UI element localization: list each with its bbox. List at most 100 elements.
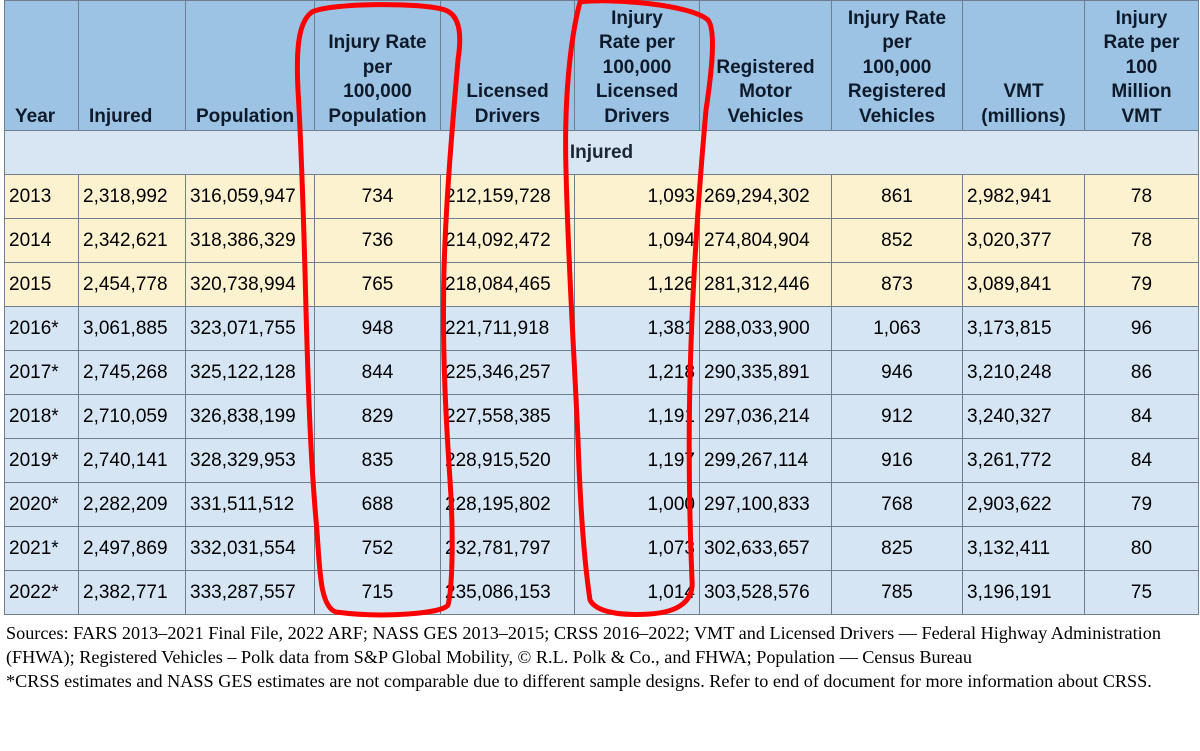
cell-injured: 2,710,059 [78, 394, 186, 439]
cell-year: 2017* [4, 350, 79, 395]
header-line: Drivers [474, 105, 541, 127]
cell-injury-rate-population: 948 [314, 306, 441, 351]
header-line: per [362, 56, 393, 78]
cell-injured: 2,497,869 [78, 526, 186, 571]
cell-registered-vehicles: 281,312,446 [699, 262, 832, 307]
cell-injury-rate-vehicles: 873 [831, 262, 963, 307]
cell-injury-rate-vehicles: 861 [831, 174, 963, 219]
cell-vmt: 3,210,248 [962, 350, 1085, 395]
cell-injured: 2,342,621 [78, 218, 186, 263]
cell-injury-rate-population: 715 [314, 570, 441, 615]
table-row: 2015 2,454,778 320,738,994 765 218,084,465 1,… [4, 262, 1199, 307]
table-notes: Sources: FARS 2013–2021 Final File, 2022… [6, 621, 1194, 693]
cell-injury-rate-vehicles: 825 [831, 526, 963, 571]
cell-licensed-drivers: 212,159,728 [440, 174, 575, 219]
header-line: Rate per [598, 32, 676, 53]
cell-injury-rate-vmt: 80 [1084, 526, 1199, 571]
cell-injury-rate-vmt: 79 [1084, 482, 1199, 527]
cell-population: 328,329,953 [185, 438, 315, 483]
cell-registered-vehicles: 297,100,833 [699, 482, 832, 527]
cell-vmt: 3,196,191 [962, 570, 1085, 615]
cell-licensed-drivers: 214,092,472 [440, 218, 575, 263]
header-line: per [882, 32, 912, 53]
cell-injury-rate-population: 688 [314, 482, 441, 527]
cell-registered-vehicles: 274,804,904 [699, 218, 832, 263]
header-line: Registered [716, 56, 815, 78]
cell-injury-rate-population: 829 [314, 394, 441, 439]
table-row: 2021* 2,497,869 332,031,554 752 232,781,797 1… [4, 526, 1199, 571]
cell-injury-rate-licensed: 1,381 [574, 306, 700, 351]
cell-injured: 2,282,209 [78, 482, 186, 527]
cell-population: 332,031,554 [185, 526, 315, 571]
table-row: 2014 2,342,621 318,386,329 736 214,092,472 1,… [4, 218, 1199, 263]
cell-registered-vehicles: 288,033,900 [699, 306, 832, 351]
cell-injury-rate-vehicles: 916 [831, 438, 963, 483]
injury-rate-table: Year Injured Population Injury Rate per 10… [4, 0, 1199, 615]
header-line: 100 [1125, 56, 1158, 78]
cell-registered-vehicles: 299,267,114 [699, 438, 832, 483]
cell-injury-rate-licensed: 1,093 [574, 174, 700, 219]
cell-injury-rate-vmt: 79 [1084, 262, 1199, 307]
cell-population: 325,122,128 [185, 350, 315, 395]
cell-injury-rate-population: 736 [314, 218, 441, 263]
cell-injury-rate-vmt: 96 [1084, 306, 1199, 351]
cell-injury-rate-licensed: 1,191 [574, 394, 700, 439]
cell-year: 2021* [4, 526, 79, 571]
cell-vmt: 3,020,377 [962, 218, 1085, 263]
table-row: 2022* 2,382,771 333,287,557 715 235,086,153 1… [4, 570, 1199, 615]
header-line: Vehicles [727, 105, 804, 127]
cell-injury-rate-licensed: 1,197 [574, 438, 700, 483]
header-line: Registered [847, 81, 947, 102]
cell-population: 316,059,947 [185, 174, 315, 219]
cell-injured: 2,745,268 [78, 350, 186, 395]
cell-injury-rate-licensed: 1,000 [574, 482, 700, 527]
cell-injury-rate-licensed: 1,218 [574, 350, 700, 395]
header-injury-rate-vmt: Injury Rate per 100 Million VMT [1084, 0, 1199, 131]
cell-injury-rate-vmt: 84 [1084, 394, 1199, 439]
header-registered-vehicles: Registered Motor Vehicles [699, 0, 832, 131]
cell-licensed-drivers: 221,711,918 [440, 306, 575, 351]
cell-injury-rate-vmt: 84 [1084, 438, 1199, 483]
cell-injury-rate-vehicles: 785 [831, 570, 963, 615]
cell-injured: 2,382,771 [78, 570, 186, 615]
cell-licensed-drivers: 232,781,797 [440, 526, 575, 571]
header-line: Injury Rate [328, 32, 427, 53]
table-row: 2016* 3,061,885 323,071,755 948 221,711,918 1… [4, 306, 1199, 351]
cell-injury-rate-licensed: 1,094 [574, 218, 700, 263]
cell-vmt: 3,240,327 [962, 394, 1085, 439]
header-injury-rate-licensed: Injury Rate per 100,000 Licensed Drivers [574, 0, 700, 131]
cell-injury-rate-vehicles: 912 [831, 394, 963, 439]
cell-injury-rate-population: 844 [314, 350, 441, 395]
cell-injury-rate-licensed: 1,073 [574, 526, 700, 571]
table-row: 2019* 2,740,141 328,329,953 835 228,915,520 1… [4, 438, 1199, 483]
cell-injury-rate-population: 734 [314, 174, 441, 219]
cell-vmt: 3,089,841 [962, 262, 1085, 307]
cell-licensed-drivers: 218,084,465 [440, 262, 575, 307]
header-injured: Injured [78, 0, 186, 131]
cell-licensed-drivers: 228,915,520 [440, 438, 575, 483]
header-line: 100,000 [343, 81, 412, 102]
header-row: Year Injured Population Injury Rate per 10… [4, 0, 1199, 131]
cell-injury-rate-population: 765 [314, 262, 441, 307]
cell-licensed-drivers: 235,086,153 [440, 570, 575, 615]
cell-year: 2014 [4, 218, 79, 263]
section-row-injured: Injured [4, 130, 1199, 175]
cell-injury-rate-vmt: 78 [1084, 218, 1199, 263]
cell-registered-vehicles: 297,036,214 [699, 394, 832, 439]
cell-injured: 2,454,778 [78, 262, 186, 307]
cell-injured: 2,318,992 [78, 174, 186, 219]
cell-injury-rate-vehicles: 946 [831, 350, 963, 395]
header-line: Licensed [595, 81, 679, 102]
cell-licensed-drivers: 225,346,257 [440, 350, 575, 395]
header-licensed-drivers: Licensed Drivers [440, 0, 575, 131]
cell-injury-rate-population: 835 [314, 438, 441, 483]
cell-population: 331,511,512 [185, 482, 315, 527]
cell-injury-rate-vehicles: 852 [831, 218, 963, 263]
header-year: Year [4, 0, 79, 131]
cell-vmt: 2,982,941 [962, 174, 1085, 219]
header-injury-rate-population: Injury Rate per 100,000 Population [314, 0, 441, 131]
cell-injury-rate-licensed: 1,126 [574, 262, 700, 307]
header-line: Year [15, 105, 56, 127]
header-line: 100,000 [862, 56, 932, 78]
cell-injury-rate-vmt: 75 [1084, 570, 1199, 615]
